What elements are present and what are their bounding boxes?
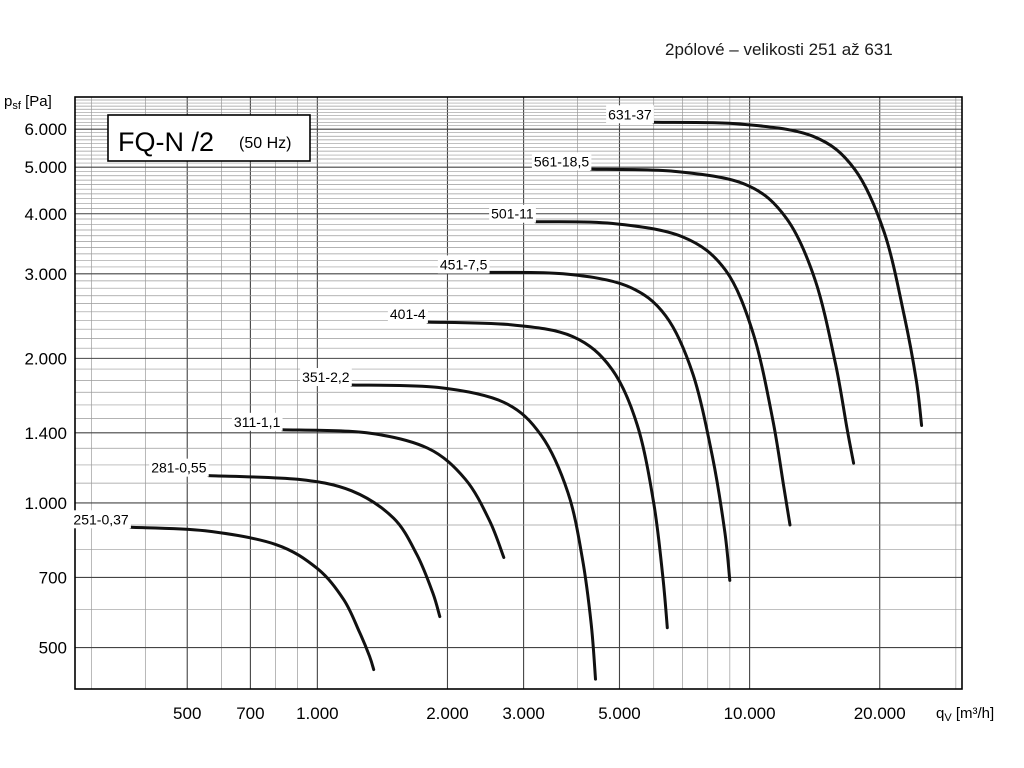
curve-label-bg: [531, 152, 592, 171]
curve-label: 561-18,5: [534, 153, 589, 169]
x-tick-label: 3.000: [502, 704, 545, 723]
x-axis-label-main: q: [936, 705, 944, 722]
grid-layer: [75, 97, 962, 689]
y-tick-label: 700: [39, 568, 67, 587]
curve-351-2,2: [350, 383, 597, 681]
curve-label-bg: [437, 255, 490, 274]
x-tick-label: 500: [173, 704, 201, 723]
curve-label: 451-7,5: [440, 256, 488, 272]
curve-label-bg: [71, 510, 131, 529]
curve-401-4: [426, 320, 669, 630]
curve-label-bg: [387, 305, 428, 324]
y-axis-label-unit: [Pa]: [21, 93, 52, 110]
y-tick-label: 5.000: [24, 158, 67, 177]
x-tick-label: 2.000: [426, 704, 469, 723]
y-tick-label: 1.000: [24, 494, 67, 513]
x-tick-label: 10.000: [724, 704, 776, 723]
x-tick-label: 700: [236, 704, 264, 723]
curve-label: 401-4: [390, 306, 426, 322]
x-axis-label-sub: V: [944, 712, 952, 724]
y-tick-label: 4.000: [24, 205, 67, 224]
tick-layer: 500 700 1.000 1.400 2.000 3.000 4.000 5.000 6.00…: [24, 120, 905, 723]
curve-label: 351-2,2: [302, 369, 350, 385]
curve-label: 251-0,37: [73, 511, 128, 527]
x-axis-label: qV [m³/h]: [936, 705, 994, 724]
chart-title: FQ-N /2: [118, 127, 214, 157]
curve-label-bg: [606, 105, 654, 124]
curve-label-bg: [489, 204, 536, 223]
curve-281-0,55: [207, 474, 442, 619]
chart-title-box: FQ-N /2 (50 Hz): [107, 114, 311, 162]
curve-label-bg: [149, 458, 209, 477]
y-axis-label-main: p: [4, 93, 12, 110]
curve-label: 631-37: [608, 106, 652, 122]
curve-layer: 251-0,37 281-0,55 311-1,1 351-2,2 401-4 451-7…: [71, 105, 924, 681]
curve-label: 501-11: [491, 206, 534, 222]
x-tick-label: 20.000: [854, 704, 906, 723]
curve-631-37: [652, 120, 924, 427]
x-tick-label: 5.000: [598, 704, 641, 723]
curve-311-1,1: [280, 428, 506, 559]
figure-subtitle: 2pólové – velikosti 251 až 631: [665, 40, 893, 59]
x-tick-label: 1.000: [296, 704, 339, 723]
curve-561-18,5: [589, 167, 856, 465]
y-tick-label: 6.000: [24, 120, 67, 139]
y-tick-label: 1.400: [24, 424, 67, 443]
y-axis-label: psf [Pa]: [4, 93, 52, 112]
x-axis-label-unit: [m³/h]: [952, 705, 995, 722]
curve-501-11: [534, 220, 792, 527]
curve-251-0,37: [129, 525, 376, 672]
curve-label: 281-0,55: [151, 460, 206, 476]
curve-label-bg: [300, 368, 352, 387]
chart-title-suffix: (50 Hz): [239, 135, 291, 152]
curve-label: 311-1,1: [234, 414, 281, 430]
y-axis-label-sub: sf: [12, 100, 22, 112]
curve-451-7,5: [487, 270, 732, 582]
title-box-frame: [107, 114, 311, 162]
curve-label-bg: [231, 412, 283, 431]
plot-frame: [74, 96, 963, 690]
y-tick-label: 500: [39, 639, 67, 658]
y-tick-label: 2.000: [24, 349, 67, 368]
y-tick-label: 3.000: [24, 265, 67, 284]
